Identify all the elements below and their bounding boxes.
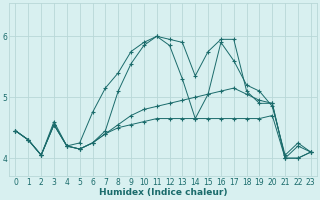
X-axis label: Humidex (Indice chaleur): Humidex (Indice chaleur) bbox=[99, 188, 228, 197]
